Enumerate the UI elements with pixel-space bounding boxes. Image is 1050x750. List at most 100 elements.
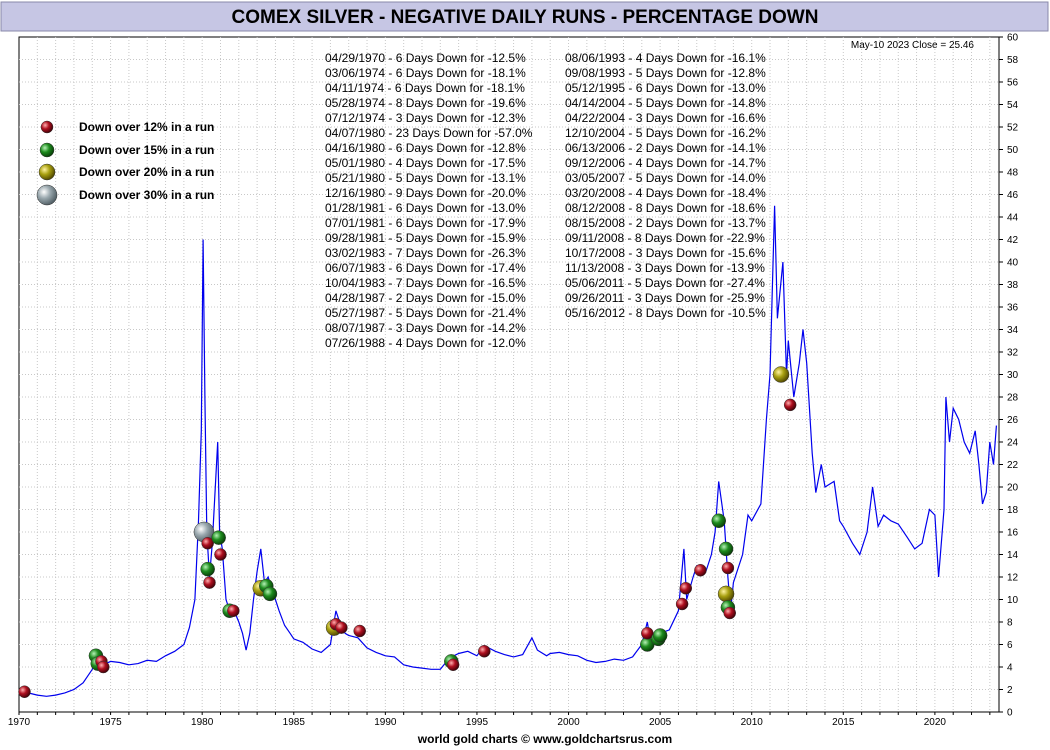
markers <box>18 366 797 698</box>
y-tick-label: 18 <box>1007 505 1019 516</box>
y-tick-label: 32 <box>1007 348 1019 359</box>
annotation-line: 03/05/2007 - 5 Days Down for -14.0% <box>565 171 766 185</box>
grid <box>19 37 999 712</box>
legend-label: Down over 12% in a run <box>79 120 214 134</box>
y-tick-label: 50 <box>1007 145 1019 156</box>
y-tick-label: 36 <box>1007 303 1019 314</box>
latest-close: May-10 2023 Close = 25.46 <box>851 40 975 51</box>
y-tick-label: 4 <box>1007 663 1013 674</box>
annotation-line: 11/13/2008 - 3 Days Down for -13.9% <box>565 261 765 275</box>
x-tick-label: 1980 <box>191 717 214 728</box>
y-tick-label: 52 <box>1007 123 1019 134</box>
annotation-line: 07/01/1981 - 6 Days Down for -17.9% <box>325 216 526 230</box>
x-tick-label: 1990 <box>374 717 397 728</box>
annotation-line: 12/16/1980 - 9 Days Down for -20.0% <box>325 186 526 200</box>
x-axis: 1970 1975 1980 1985 1990 1995 2000 2005 2010 2015… <box>8 712 991 728</box>
annotation-line: 08/06/1993 - 4 Days Down for -16.1% <box>565 51 766 65</box>
legend-marker <box>40 120 54 134</box>
annotation-line: 05/21/1980 - 5 Days Down for -13.1% <box>325 171 526 185</box>
annotations: 04/29/1970 - 6 Days Down for -12.5%03/06… <box>325 51 766 350</box>
y-tick-label: 26 <box>1007 415 1019 426</box>
y-tick-label: 58 <box>1007 55 1019 66</box>
run-marker <box>717 585 735 603</box>
run-marker <box>214 548 227 561</box>
y-tick-label: 54 <box>1007 100 1019 111</box>
y-tick-label: 44 <box>1007 213 1019 224</box>
y-tick-label: 56 <box>1007 78 1019 89</box>
run-marker <box>227 604 240 617</box>
y-tick-label: 20 <box>1007 483 1019 494</box>
annotation-line: 01/28/1981 - 6 Days Down for -13.0% <box>325 201 526 215</box>
run-marker <box>675 597 689 611</box>
run-marker <box>203 576 216 589</box>
chart-title: COMEX SILVER - NEGATIVE DAILY RUNS - PER… <box>232 7 819 28</box>
x-tick-label: 2010 <box>741 717 764 728</box>
x-tick-label: 2020 <box>924 717 947 728</box>
annotation-line: 05/01/1980 - 4 Days Down for -17.5% <box>325 156 526 170</box>
run-marker <box>718 541 734 557</box>
annotation-line: 05/28/1974 - 8 Days Down for -19.6% <box>325 96 526 110</box>
x-tick-label: 1995 <box>466 717 489 728</box>
run-marker <box>201 537 214 550</box>
y-tick-label: 60 <box>1007 33 1019 44</box>
run-marker <box>200 561 215 577</box>
y-tick-label: 46 <box>1007 190 1019 201</box>
legend-marker <box>38 163 56 181</box>
annotation-line: 09/26/2011 - 3 Days Down for -25.9% <box>565 291 765 305</box>
annotation-line: 05/27/1987 - 5 Days Down for -21.4% <box>325 306 526 320</box>
legend-label: Down over 20% in a run <box>79 165 214 179</box>
y-tick-label: 12 <box>1007 573 1019 584</box>
y-tick-label: 48 <box>1007 168 1019 179</box>
y-axis: 0246810121416182022242628303234363840424… <box>999 33 1019 719</box>
annotation-line: 05/12/1995 - 6 Days Down for -13.0% <box>565 81 766 95</box>
annotation-line: 07/12/1974 - 3 Days Down for -12.3% <box>325 111 526 125</box>
annotation-line: 08/07/1987 - 3 Days Down for -14.2% <box>325 321 526 335</box>
footer-credit: world gold charts © www.goldchartsrus.co… <box>417 732 672 746</box>
annotation-line: 04/07/1980 - 23 Days Down for -57.0% <box>325 126 533 140</box>
annotation-line: 06/07/1983 - 6 Days Down for -17.4% <box>325 261 526 275</box>
annotation-line: 03/20/2008 - 4 Days Down for -18.4% <box>565 186 766 200</box>
run-marker <box>721 561 735 575</box>
y-tick-label: 14 <box>1007 550 1019 561</box>
annotation-line: 06/13/2006 - 2 Days Down for -14.1% <box>565 141 766 155</box>
run-marker <box>723 606 736 620</box>
annotation-line: 12/10/2004 - 5 Days Down for -16.2% <box>565 126 766 140</box>
y-tick-label: 24 <box>1007 438 1019 449</box>
y-tick-label: 6 <box>1007 640 1013 651</box>
legend-marker <box>39 142 55 158</box>
legend: Down over 12% in a run Down over 15% in a… <box>36 120 214 206</box>
y-tick-label: 16 <box>1007 528 1019 539</box>
annotation-line: 04/22/2004 - 3 Days Down for -16.6% <box>565 111 766 125</box>
x-tick-label: 1970 <box>8 717 31 728</box>
legend-label: Down over 15% in a run <box>79 143 214 157</box>
run-marker <box>679 582 693 595</box>
x-tick-label: 2015 <box>832 717 855 728</box>
y-tick-label: 42 <box>1007 235 1019 246</box>
y-tick-label: 22 <box>1007 460 1019 471</box>
run-marker <box>97 660 110 674</box>
annotation-line: 08/12/2008 - 8 Days Down for -18.6% <box>565 201 766 215</box>
annotation-line: 04/11/1974 - 6 Days Down for -18.1% <box>325 81 525 95</box>
annotation-line: 10/04/1983 - 7 Days Down for -16.5% <box>325 276 526 290</box>
x-tick-label: 1975 <box>99 717 122 728</box>
x-tick-label: 2000 <box>557 717 580 728</box>
y-tick-label: 8 <box>1007 618 1013 629</box>
y-tick-label: 28 <box>1007 393 1019 404</box>
annotation-line: 09/08/1993 - 5 Days Down for -12.8% <box>565 66 766 80</box>
annotation-line: 09/12/2006 - 4 Days Down for -14.7% <box>565 156 766 170</box>
x-tick-label: 2005 <box>649 717 672 728</box>
y-tick-label: 10 <box>1007 595 1019 606</box>
run-marker <box>211 530 226 545</box>
run-marker <box>335 621 348 634</box>
annotation-line: 04/16/1980 - 6 Days Down for -12.8% <box>325 141 526 155</box>
annotation-line: 04/28/1987 - 2 Days Down for -15.0% <box>325 291 526 305</box>
run-marker <box>652 628 668 643</box>
x-tick-label: 1985 <box>283 717 306 728</box>
price-line <box>18 205 997 697</box>
annotation-line: 10/17/2008 - 3 Days Down for -15.6% <box>565 246 766 260</box>
annotation-line: 07/26/1988 - 4 Days Down for -12.0% <box>325 336 526 350</box>
run-marker <box>446 658 460 671</box>
annotation-line: 04/29/1970 - 6 Days Down for -12.5% <box>325 51 526 65</box>
